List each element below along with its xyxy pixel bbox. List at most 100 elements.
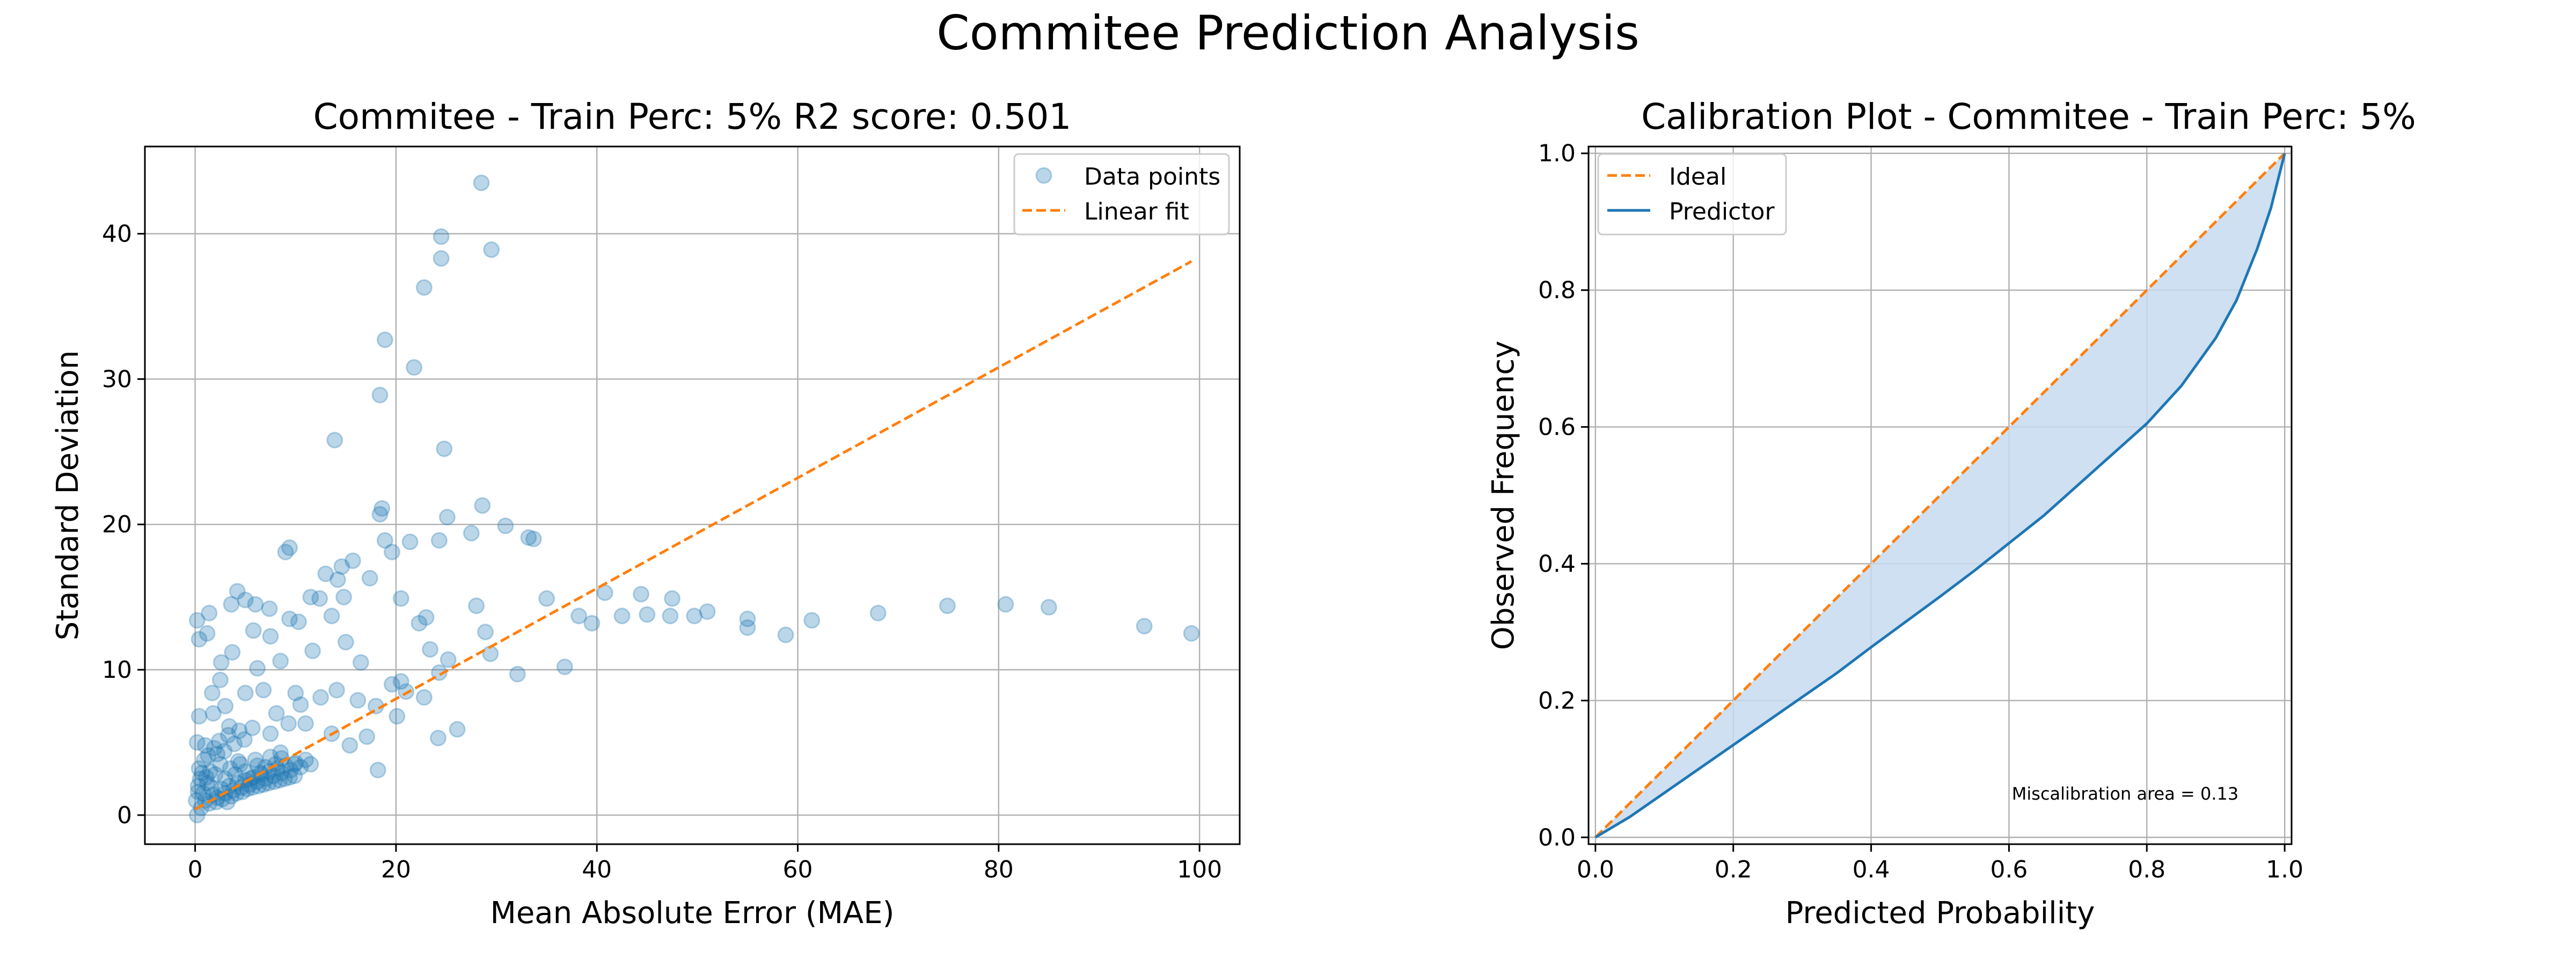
data-point	[433, 228, 450, 245]
data-point	[200, 747, 217, 764]
data-point	[1040, 599, 1057, 616]
data-point	[213, 654, 230, 671]
data-point	[245, 769, 262, 786]
data-point	[260, 774, 277, 792]
scatter-y-tick-label: 30	[102, 365, 132, 393]
data-point	[411, 614, 428, 632]
data-point	[210, 733, 228, 750]
data-point	[231, 722, 248, 740]
data-point	[297, 751, 314, 769]
data-point	[509, 665, 526, 683]
data-point	[202, 763, 219, 780]
data-point	[195, 751, 213, 769]
data-point	[369, 762, 386, 779]
data-point	[997, 596, 1014, 613]
data-point	[406, 359, 423, 376]
calibration-x-tick-label: 0.8	[2128, 856, 2165, 883]
data-point	[392, 673, 409, 690]
calibration-legend-box	[1597, 153, 1787, 236]
data-point	[250, 778, 267, 795]
data-point	[376, 532, 393, 549]
data-point	[317, 565, 334, 582]
data-point	[234, 784, 251, 800]
data-point	[271, 772, 288, 789]
data-point	[276, 770, 293, 787]
data-point	[497, 517, 514, 535]
data-point	[237, 763, 254, 780]
data-point	[337, 634, 354, 651]
calibration-ticks: 0.0 0.2 0.4 0.6 0.8 1.0 0.0 0.2 0.4 0.6 0.8 1.0	[1538, 140, 2303, 883]
data-point	[699, 603, 716, 620]
data-point	[281, 539, 298, 556]
data-point	[869, 604, 887, 621]
data-point	[237, 591, 254, 609]
data-point	[262, 628, 279, 645]
data-point	[245, 622, 262, 639]
data-point	[371, 506, 389, 523]
data-point	[209, 745, 226, 763]
calibration-axes-frame	[1587, 145, 2293, 845]
data-point	[449, 721, 466, 738]
data-point	[262, 725, 279, 742]
data-point	[311, 590, 328, 607]
data-point	[201, 604, 218, 621]
data-point	[266, 773, 283, 791]
data-point	[468, 597, 485, 614]
data-point	[272, 744, 289, 761]
data-point	[474, 497, 491, 514]
data-point	[281, 610, 298, 627]
data-point	[217, 770, 234, 787]
data-point	[302, 589, 319, 606]
legend-ideal-label: Ideal	[1669, 163, 1726, 191]
data-point	[633, 586, 650, 603]
scatter-x-tick-label: 100	[1177, 856, 1222, 883]
data-point	[229, 583, 246, 600]
data-point	[247, 751, 264, 769]
data-point	[304, 642, 321, 660]
data-point	[398, 683, 415, 700]
scatter-y-axis-label: Standard Deviation	[50, 350, 85, 640]
data-point	[383, 676, 400, 693]
predictor-line	[1594, 153, 2286, 839]
data-point	[281, 769, 298, 786]
calibration-legend: Ideal Predictor	[1597, 153, 1787, 236]
data-point	[226, 735, 243, 752]
data-point	[777, 626, 794, 643]
data-point	[570, 608, 588, 625]
calibration-x-tick-label: 0.0	[1577, 856, 1614, 883]
scatter-x-tick-label: 0	[188, 856, 203, 883]
legend-predictor-label: Predictor	[1669, 198, 1775, 225]
data-point	[312, 689, 330, 706]
data-point	[415, 279, 433, 296]
calibration-title: Calibration Plot - Commitee - Train Perc…	[1641, 96, 2416, 137]
calibration-y-tick-label: 0.0	[1538, 824, 1576, 851]
data-point	[361, 569, 378, 587]
legend-data-points-marker	[1035, 167, 1052, 184]
data-point	[422, 641, 439, 658]
data-point	[292, 696, 309, 713]
data-point	[195, 785, 212, 802]
data-point	[520, 529, 537, 546]
calibration-y-tick-label: 0.8	[1538, 277, 1576, 304]
data-point	[280, 715, 297, 732]
data-point	[556, 658, 573, 676]
data-point	[255, 682, 272, 699]
data-point	[333, 558, 350, 575]
data-point	[323, 608, 340, 625]
data-point	[206, 740, 223, 757]
data-point	[739, 610, 756, 627]
data-point	[287, 684, 304, 701]
scatter-x-tick-label: 80	[984, 856, 1014, 883]
data-point	[197, 769, 215, 786]
data-point	[272, 653, 289, 670]
data-point	[199, 774, 216, 792]
data-point	[253, 766, 270, 783]
data-point	[203, 684, 221, 701]
data-point	[249, 660, 266, 677]
data-point	[244, 779, 261, 796]
data-point	[436, 440, 453, 457]
data-point	[429, 729, 447, 747]
data-point	[328, 682, 345, 699]
data-point	[583, 614, 601, 632]
